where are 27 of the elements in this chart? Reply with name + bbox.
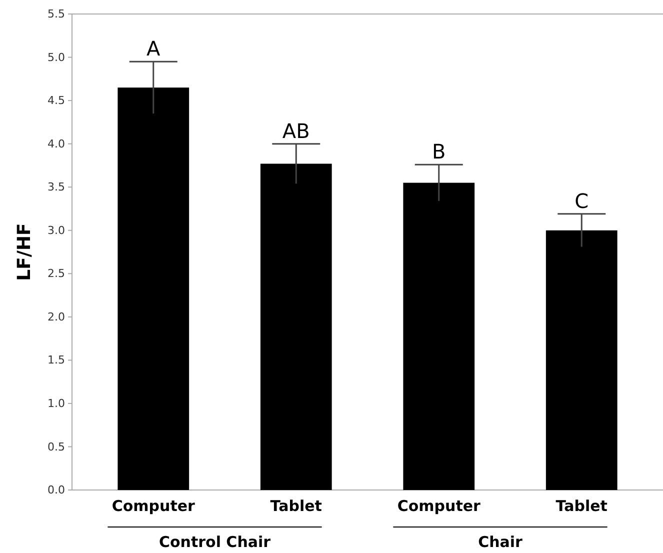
- y-tick-label: 2.5: [48, 267, 65, 280]
- y-tick-label: 5.5: [48, 8, 65, 21]
- y-tick-label: 4.5: [48, 94, 65, 108]
- annotation: AB: [282, 118, 310, 143]
- y-tick-label: 5.0: [48, 50, 65, 64]
- y-tick-label: 0.0: [48, 484, 65, 497]
- y-tick-label: 4.0: [48, 137, 65, 150]
- text: Chair: [478, 533, 524, 551]
- y-tick-label: 3.5: [48, 180, 65, 194]
- x-tick-label: Tablet: [556, 497, 608, 515]
- y-tick-label: 2.0: [48, 310, 65, 324]
- y-tick-label: 1.5: [48, 354, 65, 367]
- y-tick-label: 0.5: [48, 440, 65, 454]
- annotation: C: [574, 188, 589, 213]
- text: Control Chair: [158, 533, 272, 551]
- annotation: A: [146, 36, 161, 61]
- y-tick-label: 1.0: [48, 396, 65, 410]
- annotation: B: [432, 140, 446, 164]
- bar: [403, 182, 475, 490]
- x-tick-label: Computer: [397, 497, 482, 515]
- x-tick-label: Tablet: [270, 497, 322, 515]
- y-axis-title: LF/HF: [14, 223, 35, 281]
- bar: [546, 230, 618, 490]
- bar: [260, 164, 332, 490]
- x-tick-label: Computer: [112, 497, 196, 515]
- y-tick-label: 3.0: [48, 224, 65, 237]
- bar: [118, 88, 190, 490]
